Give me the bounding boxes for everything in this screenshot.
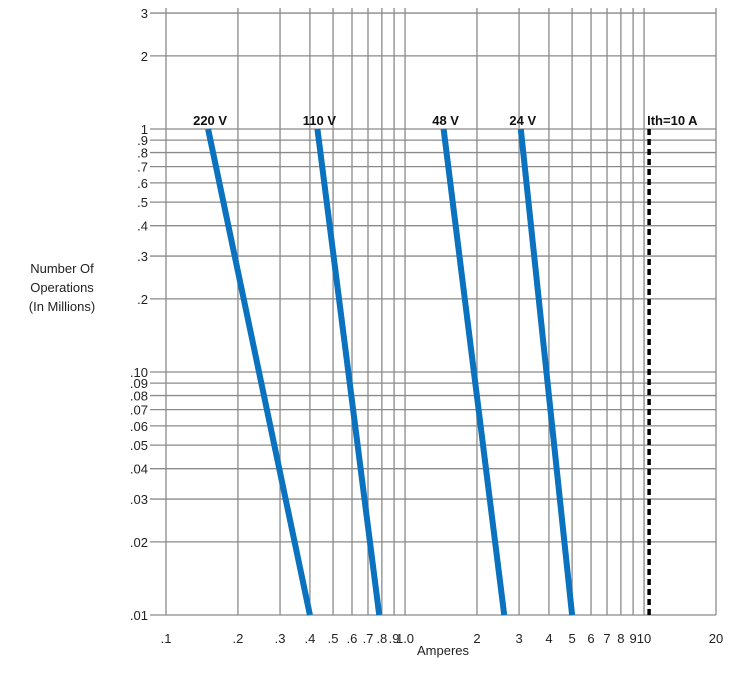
x-tick-label: 10 — [637, 631, 651, 646]
x-tick-label: .9 — [389, 631, 400, 646]
y-tick-label: .03 — [130, 492, 148, 507]
x-tick-label: .6 — [347, 631, 358, 646]
y-tick-labels: .01 .02 .03 .04 .05 .06.07.08.09.10 .2 .3 .4 .5 .6… — [130, 6, 148, 623]
x-tick-labels: .1 .2 .3 .4 .5 .6 .7.8.91.0 2 3 4 5 6 7 8 9 10 20 — [161, 631, 724, 646]
series-labels: 220 V 110 V 48 V 24 V Ith=10 A — [193, 113, 698, 128]
y-tick-label: .08 — [130, 389, 148, 404]
y-tick-label: .06 — [130, 419, 148, 434]
series-label: 48 V — [432, 113, 459, 128]
y-tick-label: .3 — [137, 249, 148, 264]
x-tick-label: 1.0 — [396, 631, 414, 646]
y-tick-label: .9 — [137, 133, 148, 148]
x-tick-label: .1 — [161, 631, 172, 646]
y-tick-label: .07 — [130, 403, 148, 418]
x-tick-label: 4 — [545, 631, 552, 646]
x-tick-label: 7 — [603, 631, 610, 646]
x-axis-title: Amperes — [416, 643, 470, 658]
x-tick-label: 9 — [629, 631, 636, 646]
x-tick-label: .3 — [275, 631, 286, 646]
x-tick-label: .7 — [363, 631, 374, 646]
series-label: 24 V — [509, 113, 536, 128]
y-tick-label: .04 — [130, 462, 148, 477]
y-axis-title-line: Number Of — [30, 261, 94, 276]
y-tick-label: .2 — [137, 292, 148, 307]
x-tick-label: .2 — [233, 631, 244, 646]
y-tick-label: .01 — [130, 608, 148, 623]
x-tick-label: 20 — [709, 631, 723, 646]
y-tick-label: .09 — [130, 376, 148, 391]
y-tick-label: .4 — [137, 219, 148, 234]
grid — [150, 8, 717, 616]
x-tick-label: 3 — [515, 631, 522, 646]
series-label: 220 V — [193, 113, 227, 128]
y-tick-label: .02 — [130, 535, 148, 550]
x-tick-label: .8 — [376, 631, 387, 646]
series-line — [205, 128, 313, 616]
series-line — [314, 128, 383, 616]
series-line — [440, 128, 508, 616]
y-tick-label: .05 — [130, 438, 148, 453]
series-group — [205, 128, 576, 616]
x-tick-label: .4 — [304, 631, 315, 646]
series-line — [517, 128, 576, 616]
x-tick-label: 5 — [568, 631, 575, 646]
series-label: 110 V — [303, 113, 337, 128]
y-tick-label: .5 — [137, 195, 148, 210]
y-tick-label: 1 — [141, 122, 148, 137]
y-tick-label: .6 — [137, 176, 148, 191]
reference-line-label: Ith=10 A — [647, 113, 698, 128]
x-tick-label: 8 — [617, 631, 624, 646]
y-tick-label: .8 — [137, 146, 148, 161]
x-tick-label: 6 — [587, 631, 594, 646]
y-tick-label: .7 — [137, 160, 148, 175]
x-tick-label: .5 — [328, 631, 339, 646]
y-axis-title: Number Of Operations (In Millions) — [0, 259, 124, 316]
x-tick-label: 2 — [473, 631, 480, 646]
y-axis-title-line: (In Millions) — [28, 299, 96, 314]
y-tick-label: .10 — [130, 365, 148, 380]
y-axis-title-line: Operations — [30, 280, 94, 295]
y-tick-label: 2 — [141, 49, 148, 64]
y-tick-label: 3 — [141, 6, 148, 21]
